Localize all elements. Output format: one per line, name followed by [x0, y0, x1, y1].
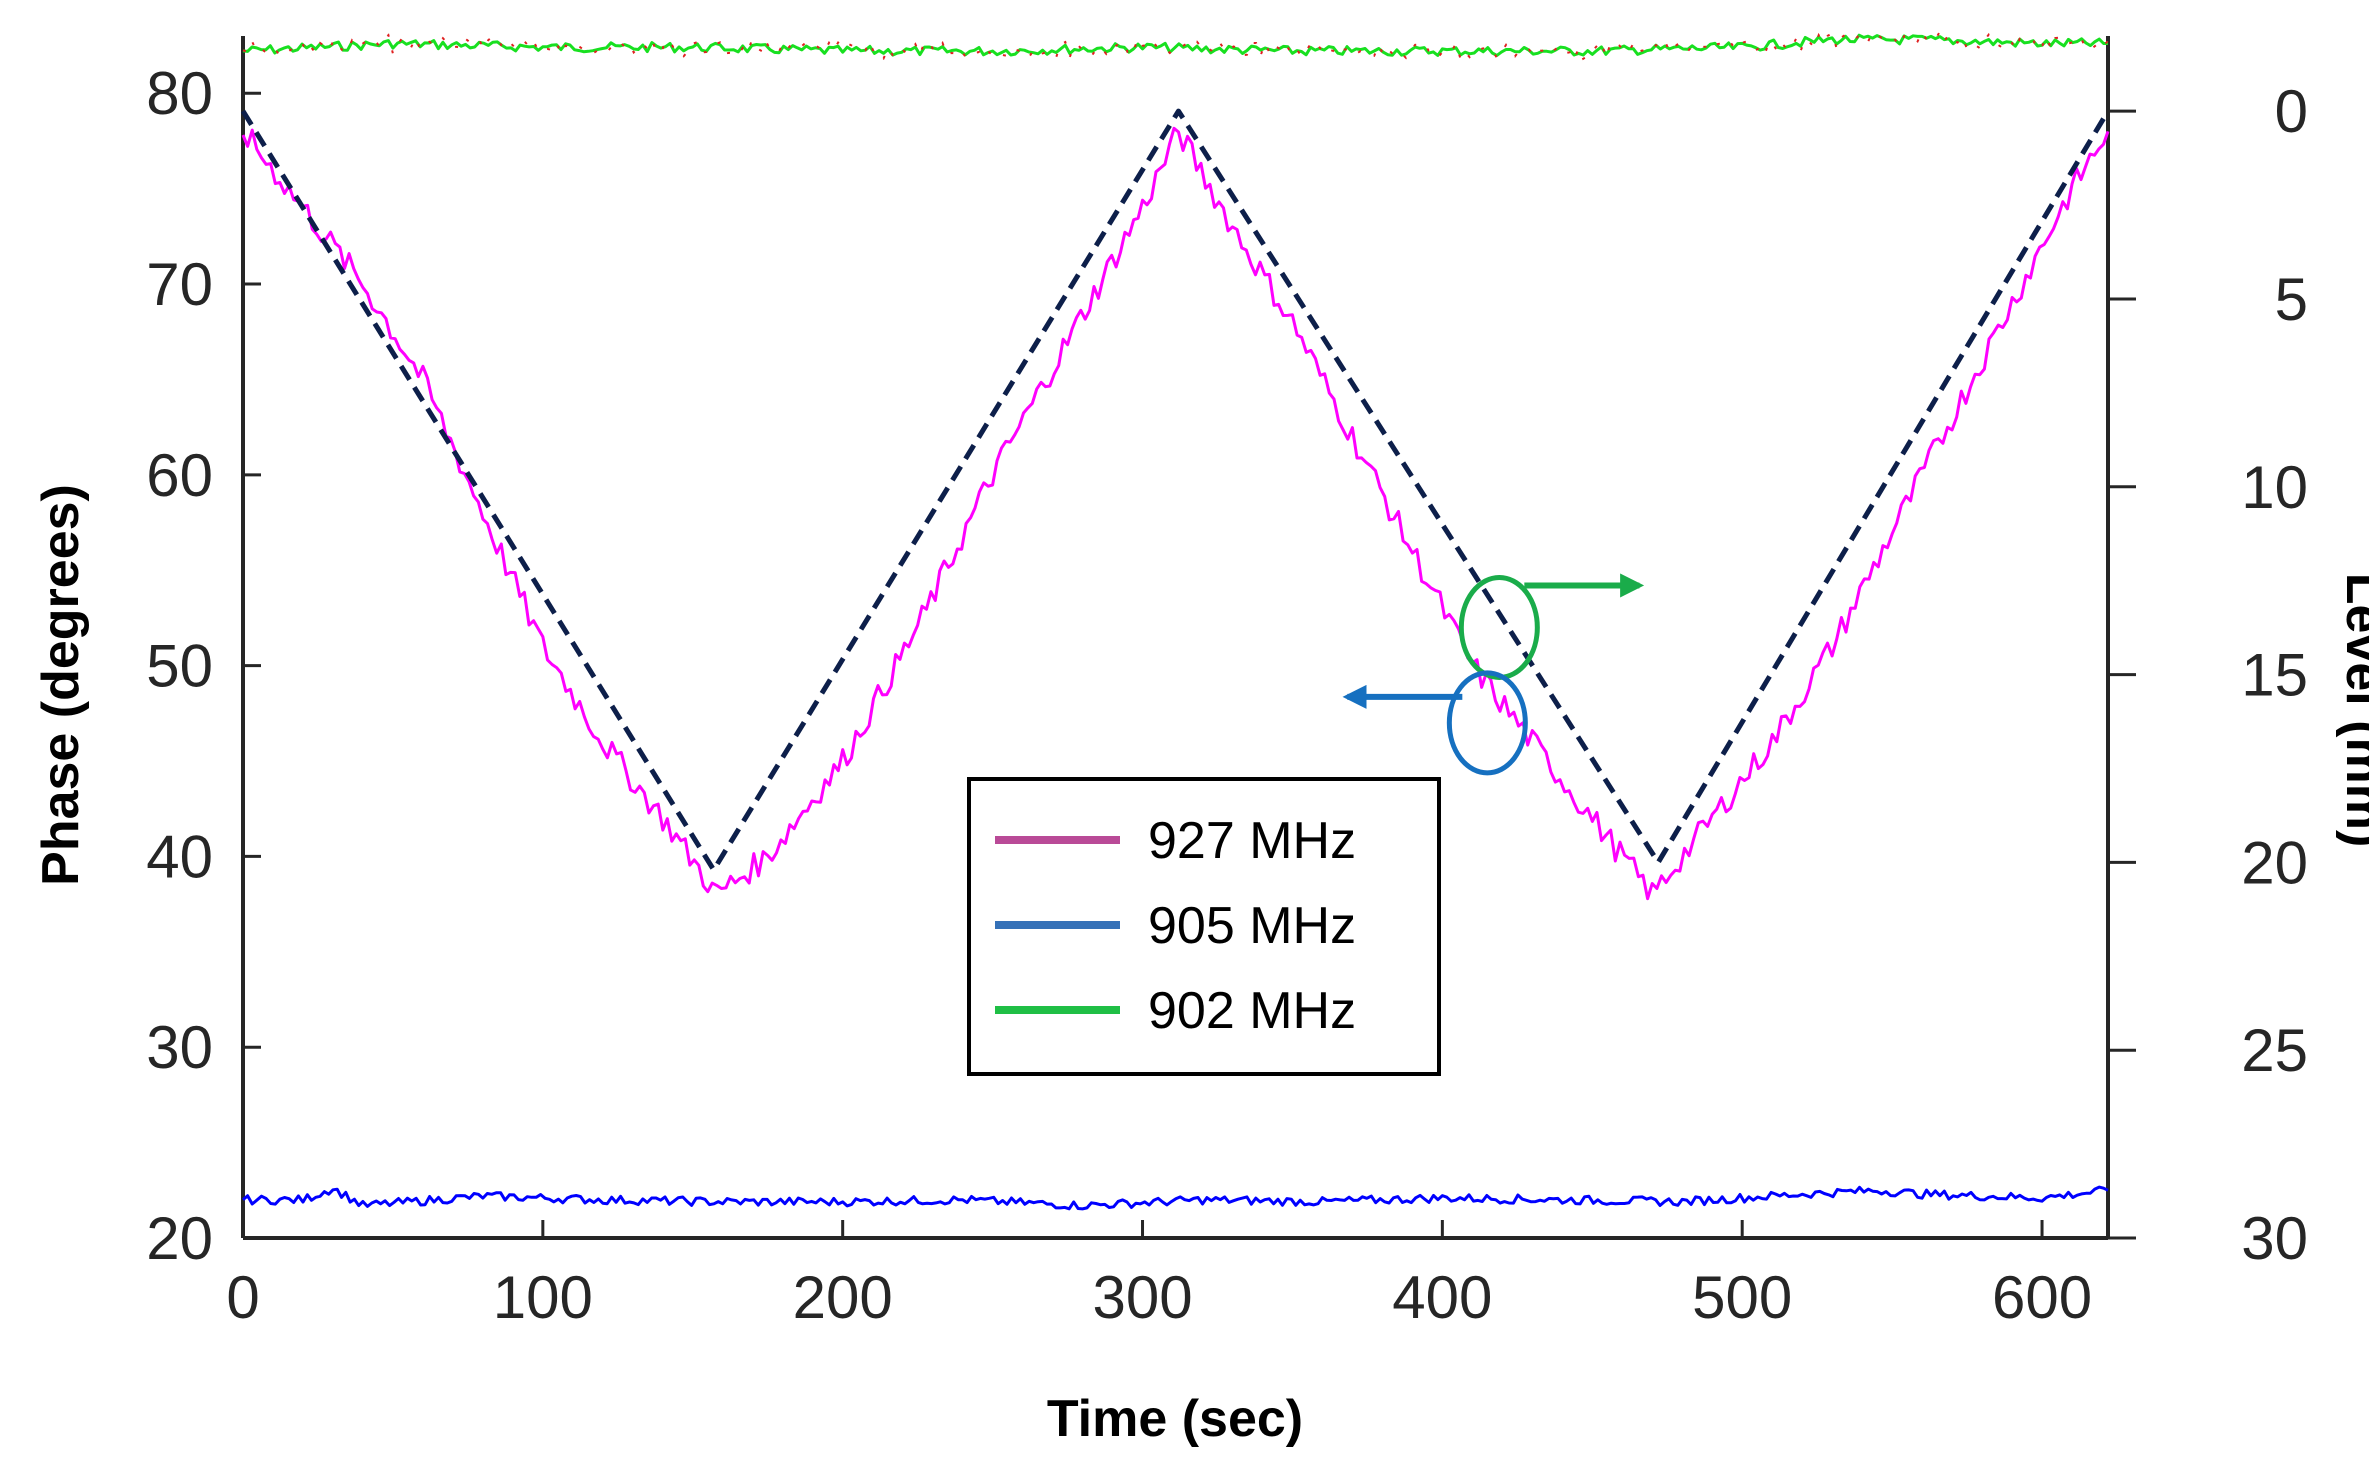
y2-tick-label-0: 0 [2275, 78, 2308, 145]
annotation-ellipse-left [1446, 670, 1528, 776]
annotation-ellipse-right [1458, 574, 1540, 680]
series-line-927-mhz [241, 126, 2110, 901]
y-tick-label-70: 70 [146, 251, 213, 318]
y-tick-label-60: 60 [146, 442, 213, 509]
y2-tick-label-10: 10 [2241, 454, 2308, 521]
series-line-902-mhz [242, 33, 2108, 57]
y-tick-label-20: 20 [146, 1205, 213, 1272]
x-tick-label-200: 200 [793, 1264, 893, 1331]
y2-tick-label-20: 20 [2241, 829, 2308, 896]
legend-label-905: 905 MHz [1148, 897, 1356, 955]
x-tick-label-0: 0 [226, 1264, 259, 1331]
legend: 927 MHz 905 MHz 902 MHz [967, 777, 1441, 1076]
legend-label-927: 927 MHz [1148, 812, 1356, 870]
y-tick-label-50: 50 [146, 633, 213, 700]
x-tick-label-100: 100 [493, 1264, 593, 1331]
y2-tick-label-15: 15 [2241, 642, 2308, 709]
x-axis-title: Time (sec) [1047, 1390, 1303, 1448]
y-tick-label-80: 80 [146, 60, 213, 127]
y2-tick-label-25: 25 [2241, 1017, 2308, 1084]
x-tick-label-500: 500 [1692, 1264, 1792, 1331]
y-tick-label-40: 40 [146, 823, 213, 890]
x-tick-label-400: 400 [1392, 1264, 1492, 1331]
y2-tick-label-30: 30 [2241, 1205, 2308, 1272]
legend-label-902: 902 MHz [1148, 982, 1356, 1040]
x-tick-label-600: 600 [1992, 1264, 2092, 1331]
y2-axis-title: Level (mm) [2335, 573, 2369, 848]
y-tick-label-30: 30 [146, 1014, 213, 1081]
series-line-905-mhz [242, 1185, 2109, 1211]
x-tick-label-300: 300 [1092, 1264, 1192, 1331]
y2-tick-label-5: 5 [2275, 266, 2308, 333]
y-axis-title: Phase (degrees) [32, 484, 90, 886]
series-line-level-reference [240, 108, 2111, 873]
